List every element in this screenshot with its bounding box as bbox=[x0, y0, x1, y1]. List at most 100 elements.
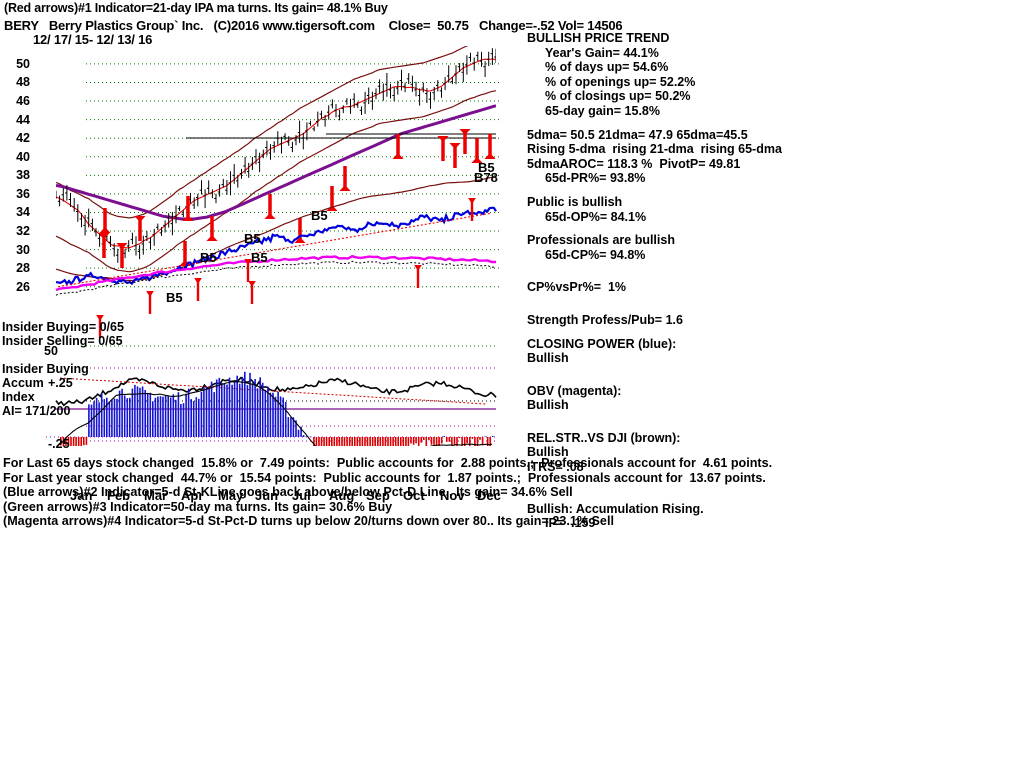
buy-arrow bbox=[96, 315, 104, 338]
stats-spacer bbox=[527, 328, 827, 337]
stats-row: IP= .159 bbox=[545, 516, 596, 531]
stats-row: ITRS= .08 bbox=[527, 460, 584, 475]
relative-strength-line bbox=[55, 175, 497, 282]
y-axis-label: 28 bbox=[16, 261, 30, 276]
buy-arrow bbox=[146, 291, 154, 314]
stats-title: BULLISH PRICE TREND bbox=[527, 31, 670, 45]
buy-arrow bbox=[244, 259, 252, 282]
stats-spacer bbox=[527, 366, 827, 375]
buy-arrow bbox=[437, 136, 449, 161]
sell-arrow bbox=[264, 194, 276, 219]
insider-buying-line bbox=[55, 376, 497, 407]
stats-row: Bullish bbox=[527, 351, 569, 366]
summary-line: For Last year stock changed 44.7% or 15.… bbox=[3, 470, 766, 485]
stats-row: 5dmaAROC= 118.3 % PivotP= 49.81 bbox=[527, 156, 741, 171]
buy-arrow bbox=[468, 198, 476, 221]
ticker-headline: BERY Berry Plastics Group` Inc. (C)2016 … bbox=[4, 18, 623, 33]
summary-line: For Last 65 days stock changed 15.8% or … bbox=[3, 456, 773, 470]
stats-row: Bullish bbox=[527, 445, 569, 460]
buy-arrow bbox=[449, 143, 461, 168]
stats-row: Year's Gain= 44.1% bbox=[545, 45, 659, 60]
buy-arrow bbox=[194, 278, 202, 301]
price-chart-svg bbox=[55, 46, 500, 338]
buy-arrow bbox=[414, 265, 422, 288]
y-axis-label: 32 bbox=[16, 224, 30, 239]
y-axis-label: 26 bbox=[16, 279, 30, 294]
y-axis-label: 48 bbox=[16, 75, 30, 90]
closing-power-arrows bbox=[96, 198, 476, 338]
summary-line: (Green arrows)#3 Indicator=50-day ma tur… bbox=[3, 499, 393, 514]
stats-row: REL.STR..VS DJI (brown): bbox=[527, 430, 681, 445]
price-bars bbox=[56, 48, 496, 263]
y-axis-label: 30 bbox=[16, 242, 30, 257]
y-axis-label: 38 bbox=[16, 168, 30, 183]
obv-line bbox=[55, 254, 496, 292]
stats-row: CLOSING POWER (blue): bbox=[527, 336, 677, 351]
stats-row: Bullish bbox=[527, 398, 569, 413]
y-axis-label: 44 bbox=[16, 112, 30, 127]
stats-spacer bbox=[527, 224, 827, 233]
month-label: May bbox=[218, 488, 244, 503]
signal-label: B5 bbox=[166, 290, 183, 305]
stats-row: % of closings up= 50.2% bbox=[545, 89, 691, 104]
closing-power-trendline bbox=[57, 212, 491, 288]
stats-spacer bbox=[527, 119, 827, 128]
y-axis-label: 46 bbox=[16, 94, 30, 109]
stats-row: Strength Profess/Pub= 1.6 bbox=[527, 312, 683, 327]
summary-line: (Magenta arrows)#4 Indicator=5-d St-Pct-… bbox=[3, 514, 614, 529]
upper-band-line bbox=[56, 46, 469, 219]
y-axis-label: 50 bbox=[16, 56, 30, 71]
buy-arrow bbox=[116, 243, 128, 268]
buy-arrow bbox=[134, 216, 146, 241]
date-range-label: 12/ 17/ 15- 12/ 13/ 16 bbox=[33, 32, 153, 47]
stats-spacer bbox=[527, 271, 827, 280]
stats-row: 65-day gain= 15.8% bbox=[545, 103, 660, 118]
month-label: Jun bbox=[255, 488, 279, 503]
statistics-panel: BULLISH PRICE TREND Year's Gain= 44.1%% … bbox=[527, 31, 827, 531]
month-label: Nov bbox=[440, 488, 465, 503]
accumulation-histogram bbox=[60, 371, 494, 446]
stats-row: CP%vsPr%= 1% bbox=[527, 280, 627, 295]
panel-label: +.25 bbox=[48, 376, 73, 390]
summary-text-block: For Last 65 days stock changed 15.8% or … bbox=[3, 456, 1013, 529]
sell-arrow bbox=[206, 216, 218, 241]
month-label: Aug bbox=[329, 488, 355, 503]
month-label: Jul bbox=[292, 488, 311, 503]
stats-row: 65d-PR%= 93.8% bbox=[545, 171, 646, 186]
ipa-ma-line bbox=[56, 58, 496, 249]
stats-spacer bbox=[527, 422, 827, 431]
stats-row: 65d-CP%= 94.8% bbox=[545, 247, 646, 262]
stats-row: Public is bullish bbox=[527, 194, 623, 209]
month-label: Feb bbox=[107, 488, 131, 503]
signal-label: B5 bbox=[478, 160, 495, 175]
signal-label: B5 bbox=[311, 208, 328, 223]
month-label: Apr bbox=[181, 488, 204, 503]
month-label: Sep bbox=[366, 488, 390, 503]
price-signal-arrows bbox=[98, 129, 496, 268]
sell-arrow bbox=[182, 196, 194, 221]
sell-arrow bbox=[339, 166, 351, 191]
stats-row: % of days up= 54.6% bbox=[545, 60, 669, 75]
stats-row: Professionals are bullish bbox=[527, 233, 675, 248]
signal-label: B5 bbox=[244, 231, 261, 246]
month-label: Jan bbox=[70, 488, 93, 503]
buy-arrow bbox=[98, 233, 110, 258]
panel-label: Insider Selling= 0/65 bbox=[2, 334, 123, 348]
panel-label: Accum bbox=[2, 376, 44, 390]
indicator-headline: (Red arrows)#1 Indicator=21-day IPA ma t… bbox=[4, 1, 388, 15]
stats-row: OBV (magenta): bbox=[527, 383, 622, 398]
stats-row: Bullish: Accumulation Rising. bbox=[527, 501, 704, 516]
stats-rows: Year's Gain= 44.1%% of days up= 54.6% % o… bbox=[527, 46, 827, 531]
stats-row: Rising 5-dma rising 21-dma rising 65-dma bbox=[527, 142, 782, 157]
lower-band-line bbox=[56, 90, 496, 273]
sell-arrow bbox=[392, 134, 404, 159]
month-label: Dec bbox=[477, 488, 501, 503]
month-label: Oct bbox=[403, 488, 425, 503]
month-label: Mar bbox=[144, 488, 168, 503]
chart-canvas[interactable]: 26 28 30 32 34 36 38 40 42 44 46 48 50 Jan Feb Mar Apr M… bbox=[0, 46, 520, 503]
signal-label: B78 bbox=[474, 170, 498, 185]
accumulation-moving-average bbox=[59, 381, 493, 446]
sell-arrow bbox=[326, 186, 338, 211]
stats-spacer bbox=[527, 375, 827, 384]
buy-arrow bbox=[248, 281, 256, 304]
